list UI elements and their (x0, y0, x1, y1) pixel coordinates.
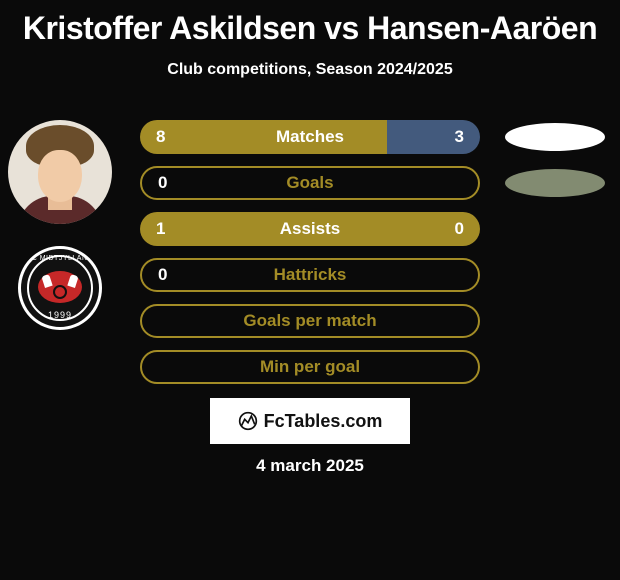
side-ellipse-slot (500, 169, 610, 197)
badge-top-text: FC MIDTJYLLAND (21, 255, 99, 262)
badge-year: 1999 (21, 310, 99, 320)
stat-row: Min per goal (140, 350, 480, 396)
page-title: Kristoffer Askildsen vs Hansen-Aaröen (0, 0, 620, 47)
player1-club-badge: FC MIDTJYLLAND 1999 (18, 246, 102, 330)
bar-segment-player2 (387, 120, 480, 154)
bar-segment-player1 (140, 212, 480, 246)
stat-bar: Goals per match (140, 304, 480, 338)
brand-badge: FcTables.com (210, 398, 410, 444)
stat-row: Goals per match (140, 304, 480, 350)
stat-label: Hattricks (142, 260, 478, 290)
stat-label: Goals (142, 168, 478, 198)
stat-value-player1: 0 (158, 168, 167, 198)
stat-bar: Min per goal (140, 350, 480, 384)
stat-value-player1: 0 (158, 260, 167, 290)
stat-label: Min per goal (142, 352, 478, 382)
ellipse-player1 (505, 123, 605, 151)
brand-icon (238, 411, 258, 431)
date-text: 4 march 2025 (0, 456, 620, 476)
player1-avatar (8, 120, 112, 224)
stat-bar: Assists10 (140, 212, 480, 246)
stat-bar: Hattricks0 (140, 258, 480, 292)
bar-segment-player1 (140, 120, 387, 154)
player1-club-badge-wrap: FC MIDTJYLLAND 1999 (8, 246, 112, 330)
ellipse-player2 (505, 169, 605, 197)
stat-bar: Matches83 (140, 120, 480, 154)
stat-row: Goals0 (140, 166, 480, 212)
stat-rows: Matches83Goals0Assists10Hattricks0Goals … (140, 120, 480, 396)
stat-row: Hattricks0 (140, 258, 480, 304)
stat-bar: Goals0 (140, 166, 480, 200)
stat-row: Assists10 (140, 212, 480, 258)
stat-label: Goals per match (142, 306, 478, 336)
left-column: FC MIDTJYLLAND 1999 (8, 120, 118, 330)
side-ellipse-slot (500, 123, 610, 151)
comparison-card: Kristoffer Askildsen vs Hansen-Aaröen Cl… (0, 0, 620, 580)
stat-row: Matches83 (140, 120, 480, 166)
subtitle: Club competitions, Season 2024/2025 (0, 61, 620, 79)
brand-text: FcTables.com (264, 411, 383, 432)
